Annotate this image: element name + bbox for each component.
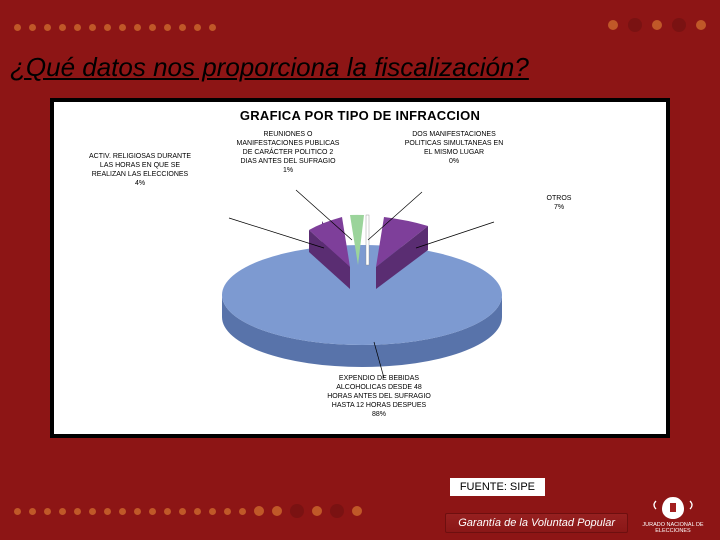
footer-slogan: Garantía de la Voluntad Popular [445, 513, 628, 533]
slice-label-expendio: EXPENDIO DE BEBIDAS ALCOHOLICAS DESDE 48… [294, 374, 464, 419]
decor-dots-top [14, 24, 216, 31]
slice-label-otros: OTROS 7% [524, 194, 594, 212]
jne-logo: JURADO NACIONAL DE ELECCIONES [638, 492, 708, 536]
chart-frame: GRAFICA POR TIPO DE INFRACCION [50, 98, 670, 438]
source-label: FUENTE: SIPE [450, 478, 545, 496]
chart-area: GRAFICA POR TIPO DE INFRACCION [54, 102, 666, 434]
slice-label-reuniones: REUNIONES O MANIFESTACIONES PUBLICAS DE … [208, 130, 368, 175]
slice-label-dos-manifest: DOS MANIFESTACIONES POLITICAS SIMULTANEA… [374, 130, 534, 166]
page-title: ¿Qué datos nos proporciona la fiscalizac… [10, 52, 710, 83]
logo-text: JURADO NACIONAL DE ELECCIONES [638, 522, 708, 534]
slice-label-religiosas: ACTIV. RELIGIOSAS DURANTE LAS HORAS EN Q… [70, 152, 210, 188]
decor-dots-bottom [14, 504, 362, 518]
chart-title: GRAFICA POR TIPO DE INFRACCION [54, 108, 666, 123]
decor-dots-top-right [608, 18, 706, 32]
